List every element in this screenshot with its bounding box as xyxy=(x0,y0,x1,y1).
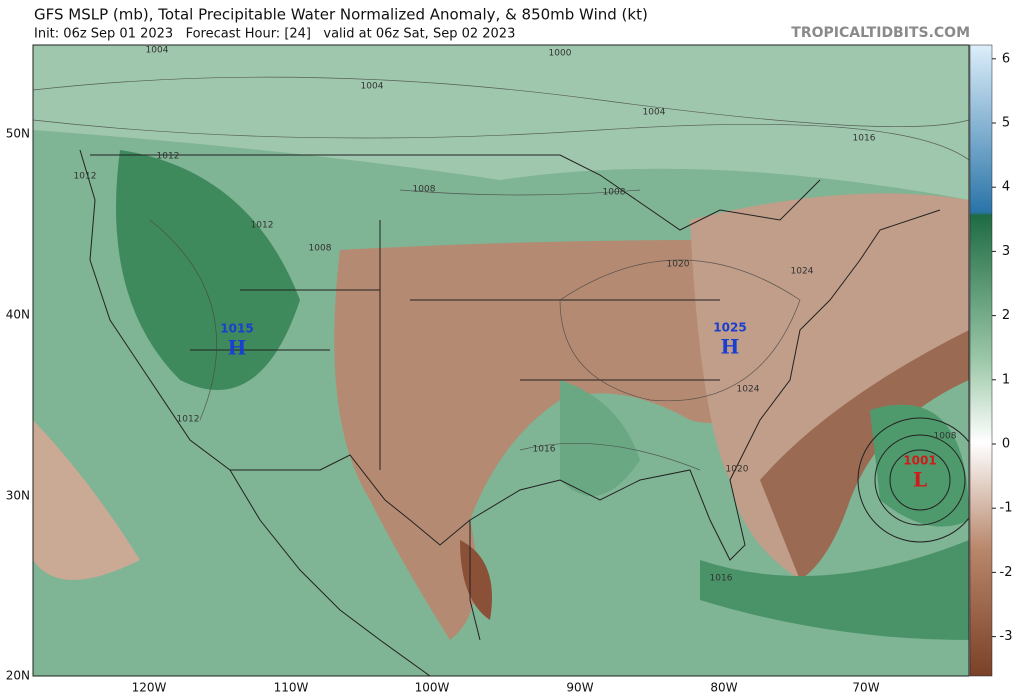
center-pressure: 1025 xyxy=(713,321,746,335)
subtitle: Init: 06z Sep 01 2023 Forecast Hour: [24… xyxy=(34,27,515,42)
isobar-label: 1016 xyxy=(533,445,556,455)
axis-labels: 50N 40N 30N 20N 120W 110W 100W 90W 80W 70W xyxy=(6,127,880,695)
isobar-label: 1004 xyxy=(361,82,384,92)
center-letter: H xyxy=(228,336,247,360)
isobar-label: 1024 xyxy=(737,385,760,395)
colorbar-tick-label: -3 xyxy=(1000,629,1013,644)
isobar-label: 1012 xyxy=(74,172,97,182)
map-field xyxy=(33,45,969,676)
latitude-label: 30N xyxy=(6,489,30,503)
isobar-label: 1016 xyxy=(853,134,876,144)
isobar-label: 1004 xyxy=(146,46,169,56)
colorbar-tick-label: 5 xyxy=(1002,116,1010,131)
center-letter: H xyxy=(721,335,740,359)
isobar-label: 1008 xyxy=(603,188,626,198)
latitude-label: 40N xyxy=(6,308,30,322)
site-name: TROPICALTIDBITS.COM xyxy=(791,25,970,41)
longitude-label: 100W xyxy=(415,681,450,695)
longitude-label: 90W xyxy=(566,681,593,695)
isobar-label: 1000 xyxy=(549,49,572,59)
isobar-label: 1020 xyxy=(667,260,690,270)
map-frame xyxy=(32,44,970,677)
colorbar-tick-label: 3 xyxy=(1002,244,1010,259)
isobar-label: 1012 xyxy=(177,415,200,425)
isobar-label: 1012 xyxy=(251,221,274,231)
isobar-label: 1012 xyxy=(157,152,180,162)
colorbar-tick-label: 2 xyxy=(1002,308,1010,323)
center-pressure: 1015 xyxy=(220,322,253,336)
colorbar xyxy=(969,44,993,677)
title: GFS MSLP (mb), Total Precipitable Water … xyxy=(34,6,648,24)
longitude-label: 110W xyxy=(274,681,309,695)
isobar-label: 1024 xyxy=(791,267,814,277)
isobar-label: 1008 xyxy=(309,244,332,254)
colorbar-tick-label: 6 xyxy=(1002,51,1010,66)
colorbar-tick-label: -2 xyxy=(1000,565,1013,580)
isobar-label: 1004 xyxy=(643,108,666,118)
latitude-label: 20N xyxy=(6,669,30,683)
colorbar-tick-label: 0 xyxy=(1002,437,1010,452)
longitude-label: 120W xyxy=(132,681,167,695)
colorbar-tick-label: 4 xyxy=(1002,180,1010,195)
isobar-labels: 1004 1000 1004 1004 1016 1012 1012 1008 1008 1012… xyxy=(74,46,957,584)
colorbar-tick-label: 1 xyxy=(1002,372,1010,387)
center-pressure: 1001 xyxy=(903,454,936,468)
isobar-label: 1016 xyxy=(710,574,733,584)
colorbar-ticks: 6 5 4 3 2 1 0 -1 -2 -3 xyxy=(992,51,1012,644)
latitude-label: 50N xyxy=(6,127,30,141)
colorbar-tick-label: -1 xyxy=(1000,501,1013,516)
isobar-label: 1008 xyxy=(934,432,957,442)
isobar-label: 1008 xyxy=(413,185,436,195)
longitude-label: 70W xyxy=(852,681,879,695)
isobar-label: 1020 xyxy=(726,465,749,475)
center-letter: L xyxy=(913,468,927,492)
longitude-label: 80W xyxy=(710,681,737,695)
